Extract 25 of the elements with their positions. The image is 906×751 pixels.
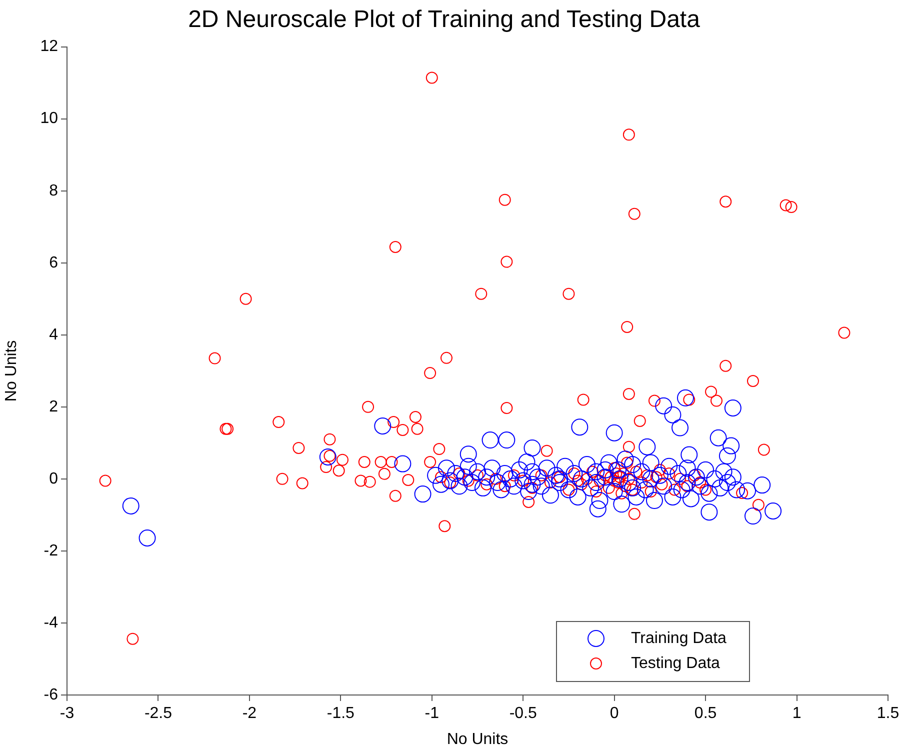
y-tick-label: 10: [40, 110, 58, 128]
x-tick-label: -2.5: [144, 705, 172, 722]
x-tick-label: -1.5: [326, 705, 355, 722]
x-tick-label: -2: [242, 705, 257, 722]
x-tick-label: -0.5: [509, 705, 537, 722]
y-tick-label: -2: [44, 542, 58, 560]
y-tick-label: 8: [49, 182, 58, 200]
x-tick-label: 1.5: [876, 705, 900, 722]
y-tick-label: 0: [49, 470, 58, 488]
y-tick-label: 2: [49, 398, 58, 416]
x-tick-label: 0.5: [694, 705, 717, 722]
x-axis-title: No Units: [446, 730, 508, 748]
y-tick-label: 4: [49, 326, 58, 344]
y-tick-label: 12: [40, 38, 58, 56]
legend-label: Testing Data: [631, 654, 720, 672]
x-tick-label: 0: [610, 705, 619, 722]
y-tick-label: -4: [44, 614, 58, 632]
chart-title: 2D Neuroscale Plot of Training and Testing Data: [188, 6, 701, 34]
x-tick-label: -3: [60, 705, 74, 722]
y-tick-label: -6: [44, 686, 58, 704]
y-tick-label: 6: [49, 254, 58, 272]
x-tick-label: -1: [424, 705, 440, 722]
legend-label: Training Data: [631, 630, 727, 647]
x-tick-label: 1: [792, 705, 802, 722]
y-axis-title: No Units: [3, 340, 20, 402]
